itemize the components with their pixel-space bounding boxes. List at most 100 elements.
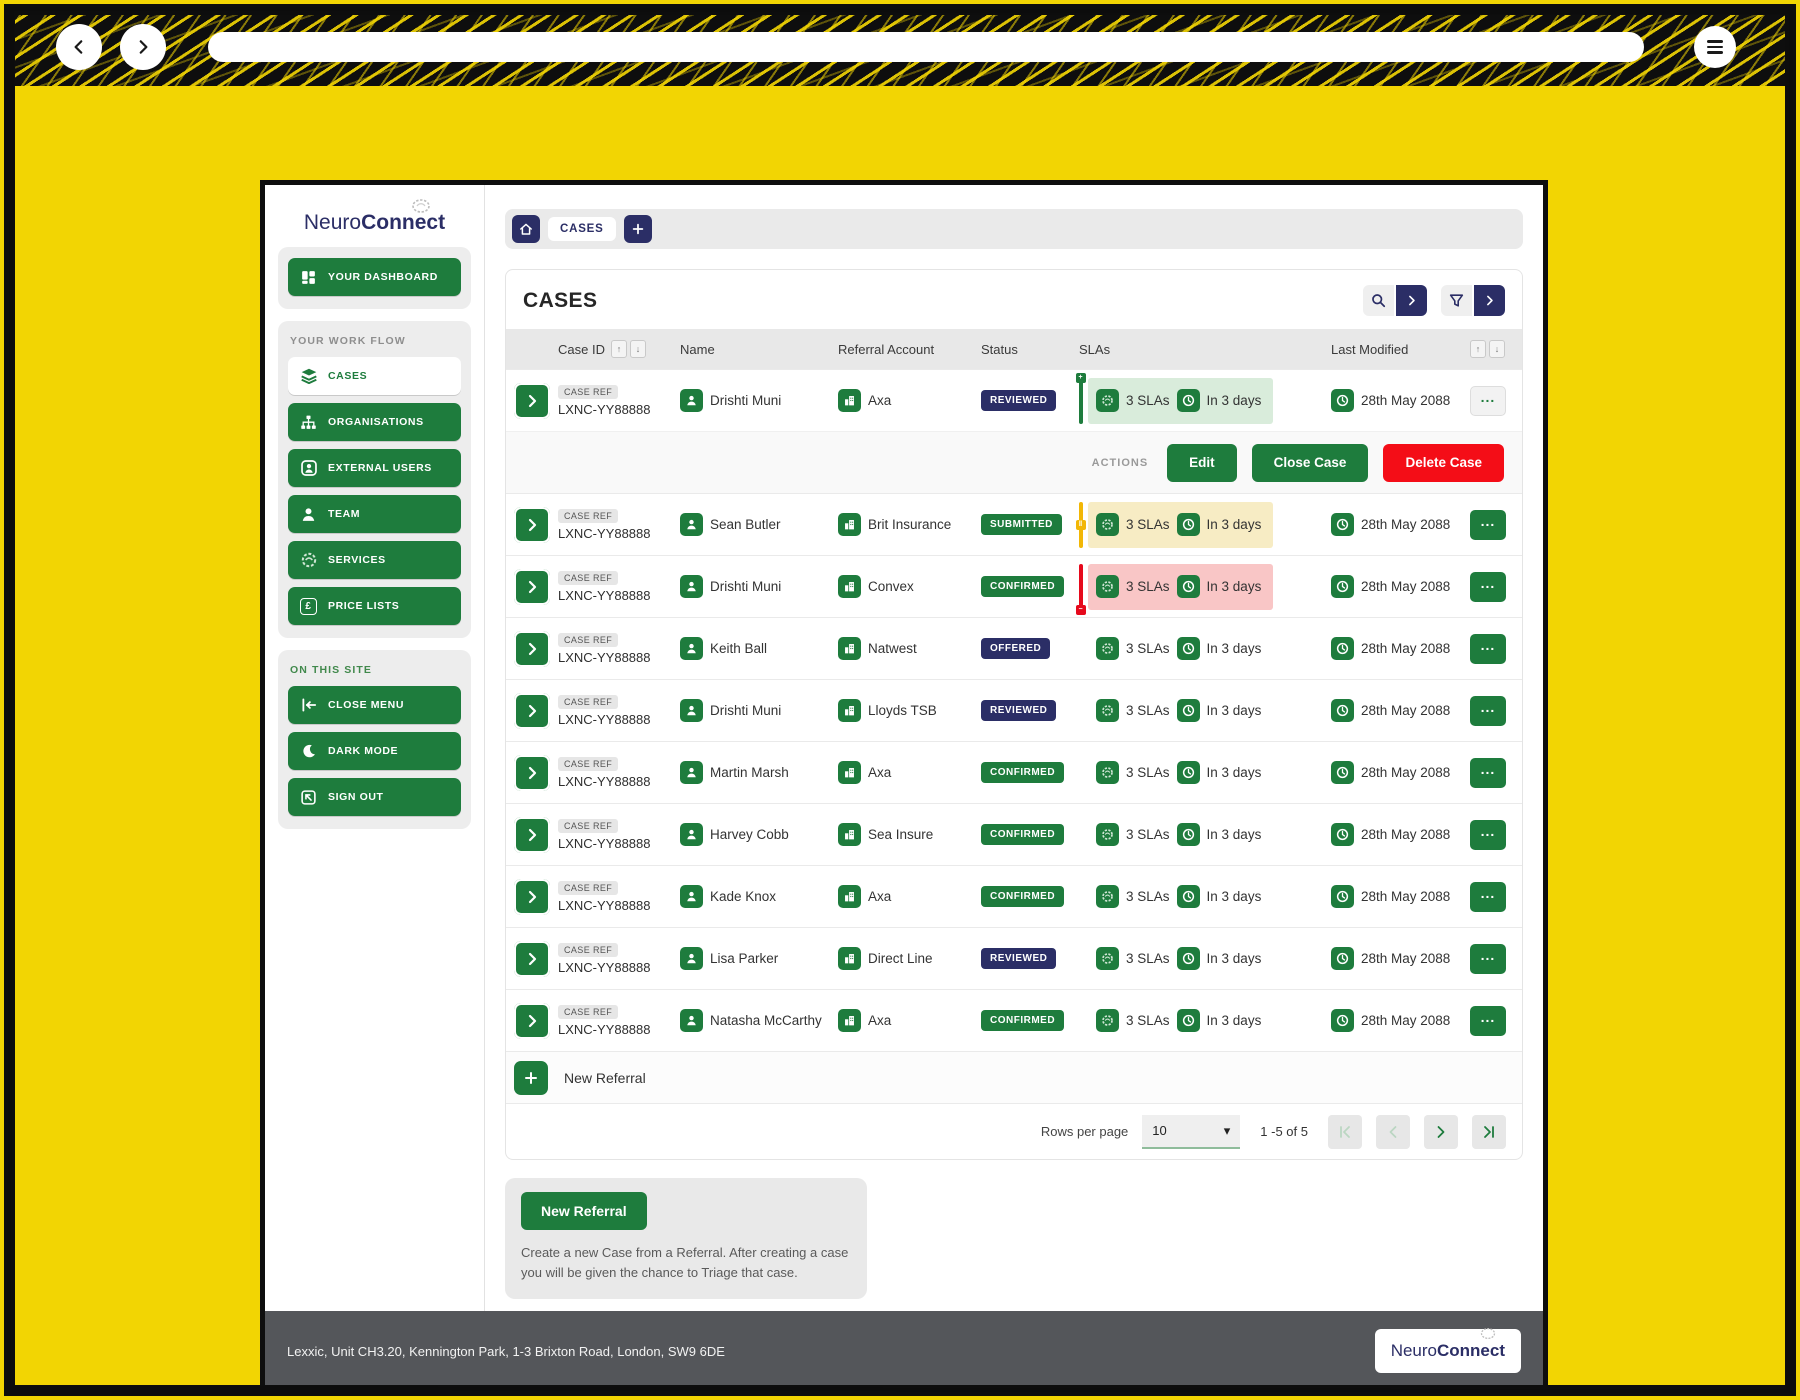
search-expand-button[interactable] [1396, 285, 1427, 316]
row-menu-button[interactable]: ... [1470, 881, 1506, 912]
expand-row-button[interactable] [514, 568, 550, 605]
home-button[interactable] [512, 215, 540, 243]
status-badge: OFFERED [981, 638, 1051, 659]
referral-account: Axa [868, 765, 892, 780]
search-button[interactable] [1363, 285, 1394, 316]
table-row[interactable]: CASE REF LXNC-YY88888 Drishti Muni Conve… [506, 555, 1522, 617]
sort-desc-icon[interactable]: ↓ [629, 340, 646, 358]
sidebar-item-label: EXTERNAL USERS [328, 462, 432, 474]
breadcrumb-current[interactable]: CASES [548, 217, 616, 241]
last-page-button[interactable] [1472, 1114, 1506, 1149]
row-menu-button[interactable]: ... [1470, 509, 1506, 540]
row-menu-button[interactable]: ... [1470, 943, 1506, 974]
expand-row-button[interactable] [514, 878, 550, 915]
table-row[interactable]: CASE REF LXNC-YY88888 Harvey Cobb Sea In… [506, 803, 1522, 865]
sidebar-item-organisations[interactable]: ORGANISATIONS [288, 403, 461, 441]
column-modified-sort[interactable]: ↑ ↓ [1470, 340, 1522, 358]
table-row[interactable]: CASE REF LXNC-YY88888 Drishti Muni Lloyd… [506, 679, 1522, 741]
table-row[interactable]: CASE REF LXNC-YY88888 Sean Butler Brit I… [506, 493, 1522, 555]
sidebar-item-external-users[interactable]: EXTERNAL USERS [288, 449, 461, 487]
expand-row-button[interactable] [514, 506, 550, 543]
row-menu-button[interactable]: ... [1470, 385, 1506, 416]
first-page-button[interactable] [1328, 1114, 1362, 1149]
person-icon [680, 885, 703, 908]
delete-case-button[interactable]: Delete Case [1383, 443, 1504, 482]
prev-page-button[interactable] [1376, 1114, 1410, 1149]
sla-due: In 3 days [1206, 579, 1262, 594]
expand-row-button[interactable] [514, 816, 550, 853]
sla-count: 3 SLAs [1126, 765, 1170, 780]
new-referral-label: New Referral [564, 1069, 646, 1086]
person-icon [680, 823, 703, 846]
column-modified[interactable]: Last Modified [1331, 341, 1409, 357]
close-case-button[interactable]: Close Case [1251, 443, 1369, 482]
new-referral-row[interactable]: New Referral [506, 1051, 1522, 1103]
row-menu-button[interactable]: ... [1470, 695, 1506, 726]
sidebar-item-label: YOUR DASHBOARD [328, 271, 438, 283]
breadcrumb-add-button[interactable] [623, 215, 652, 243]
sidebar-item-services[interactable]: SERVICES [288, 541, 461, 579]
sidebar-item-sign-out[interactable]: SIGN OUT [288, 778, 461, 816]
table-row[interactable]: CASE REF LXNC-YY88888 Drishti Muni Axa R… [506, 369, 1522, 431]
expand-row-button[interactable] [514, 382, 550, 419]
column-slas[interactable]: SLAs [1079, 341, 1111, 357]
expand-row-button[interactable] [514, 940, 550, 977]
clock-icon [1331, 1009, 1354, 1032]
browser-back-button[interactable] [56, 24, 102, 70]
sort-asc-icon[interactable]: ↑ [610, 340, 627, 358]
column-account[interactable]: Referral Account [838, 341, 935, 357]
cases-card: CASES [505, 269, 1523, 1160]
column-name[interactable]: Name [680, 341, 715, 357]
status-badge: REVIEWED [981, 948, 1057, 969]
sidebar-item-price-lists[interactable]: £ PRICE LISTS [288, 587, 461, 625]
next-page-icon [1437, 1125, 1445, 1138]
next-page-button[interactable] [1424, 1114, 1458, 1149]
case-id-value: LXNC-YY88888 [558, 897, 651, 913]
expand-row-button[interactable] [514, 630, 550, 667]
filter-expand-button[interactable] [1474, 285, 1505, 316]
sidebar-item-close-menu[interactable]: CLOSE MENU [288, 686, 461, 724]
edit-case-button[interactable]: Edit [1167, 443, 1237, 482]
browser-forward-button[interactable] [120, 24, 166, 70]
sla-due: In 3 days [1206, 393, 1262, 408]
sort-desc-icon[interactable]: ↓ [1489, 340, 1505, 358]
sidebar-item-dark-mode[interactable]: DARK MODE [288, 732, 461, 770]
sla-count: 3 SLAs [1126, 393, 1170, 408]
column-status[interactable]: Status [981, 341, 1018, 357]
clock-icon [1176, 761, 1200, 784]
sidebar-item-label: PRICE LISTS [328, 600, 400, 612]
sla-count: 3 SLAs [1126, 703, 1170, 718]
table-row[interactable]: CASE REF LXNC-YY88888 Martin Marsh Axa C… [506, 741, 1522, 803]
expand-row-button[interactable] [514, 692, 550, 729]
filter-button[interactable] [1441, 285, 1472, 316]
sidebar-item-cases[interactable]: CASES [288, 357, 461, 395]
rows-per-page-select[interactable]: 10 ▾ [1142, 1114, 1241, 1149]
referral-account: Axa [868, 889, 892, 904]
row-menu-button[interactable]: ... [1470, 757, 1506, 788]
table-row[interactable]: CASE REF LXNC-YY88888 Lisa Parker Direct… [506, 927, 1522, 989]
table-row[interactable]: CASE REF LXNC-YY88888 Kade Knox Axa CONF… [506, 865, 1522, 927]
table-row[interactable]: CASE REF LXNC-YY88888 Natasha McCarthy A… [506, 989, 1522, 1051]
url-input[interactable] [208, 32, 1644, 62]
row-menu-button[interactable]: ... [1470, 1005, 1506, 1036]
sla-due: In 3 days [1206, 1013, 1262, 1028]
referral-account: Axa [868, 1013, 892, 1028]
sla-count: 3 SLAs [1126, 951, 1170, 966]
row-menu-button[interactable]: ... [1470, 633, 1506, 664]
sla-marker-icon [1075, 604, 1086, 615]
new-referral-button[interactable]: New Referral [521, 1192, 647, 1230]
add-referral-button[interactable] [514, 1060, 548, 1095]
row-menu-button[interactable]: ... [1470, 819, 1506, 850]
row-menu-button[interactable]: ... [1470, 571, 1506, 602]
expand-row-button[interactable] [514, 754, 550, 791]
sidebar-item-team[interactable]: TEAM [288, 495, 461, 533]
sidebar-item-dashboard[interactable]: YOUR DASHBOARD [288, 258, 461, 296]
table-row[interactable]: CASE REF LXNC-YY88888 Keith Ball Natwest… [506, 617, 1522, 679]
browser-menu-button[interactable] [1694, 26, 1736, 68]
column-case-id[interactable]: Case ID ↑ ↓ [558, 340, 680, 358]
case-id-value: LXNC-YY88888 [558, 1021, 651, 1037]
last-modified: 28th May 2088 [1361, 579, 1451, 594]
expand-row-button[interactable] [514, 1002, 550, 1039]
sort-asc-icon[interactable]: ↑ [1470, 340, 1486, 358]
case-id-value: LXNC-YY88888 [558, 587, 651, 603]
